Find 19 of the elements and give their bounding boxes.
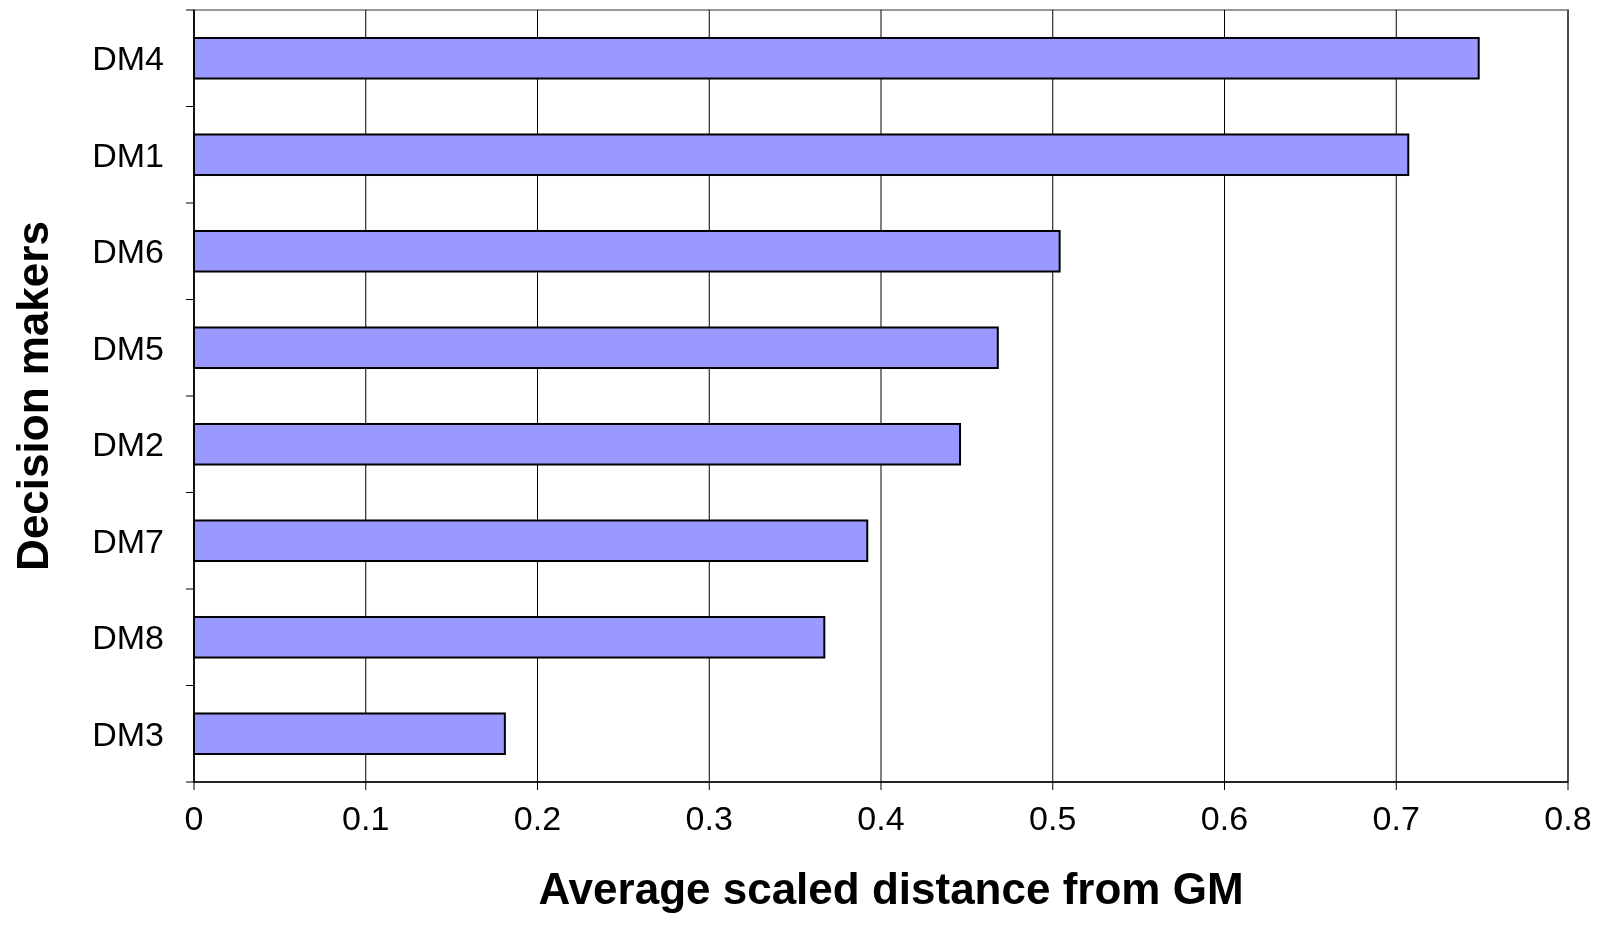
x-tick-label: 0.5 [1029,799,1077,837]
y-tick-label: DM1 [92,135,164,174]
x-tick-label: 0.6 [1200,799,1249,837]
y-tick-label: DM5 [92,328,164,367]
y-tick-label: DM3 [92,714,164,753]
x-tick-label: 0.8 [1544,799,1592,837]
x-axis-title: Average scaled distance from GM [538,864,1244,913]
x-tick-label: 0.7 [1372,799,1420,837]
y-tick-label: DM2 [92,425,164,464]
x-tick-label: 0 [184,799,204,837]
y-axis-title: Decision makers [8,221,57,571]
x-tick-label: 0.2 [513,799,562,837]
y-tick-label: DM8 [92,618,164,657]
x-tick-label: 0.4 [857,799,905,837]
y-tick-label: DM6 [92,232,164,271]
y-tick-label: DM7 [92,521,164,560]
x-tick-label: 0.1 [342,799,390,837]
x-tick-label: 0.3 [685,799,733,837]
y-tick-label: DM4 [92,39,164,78]
